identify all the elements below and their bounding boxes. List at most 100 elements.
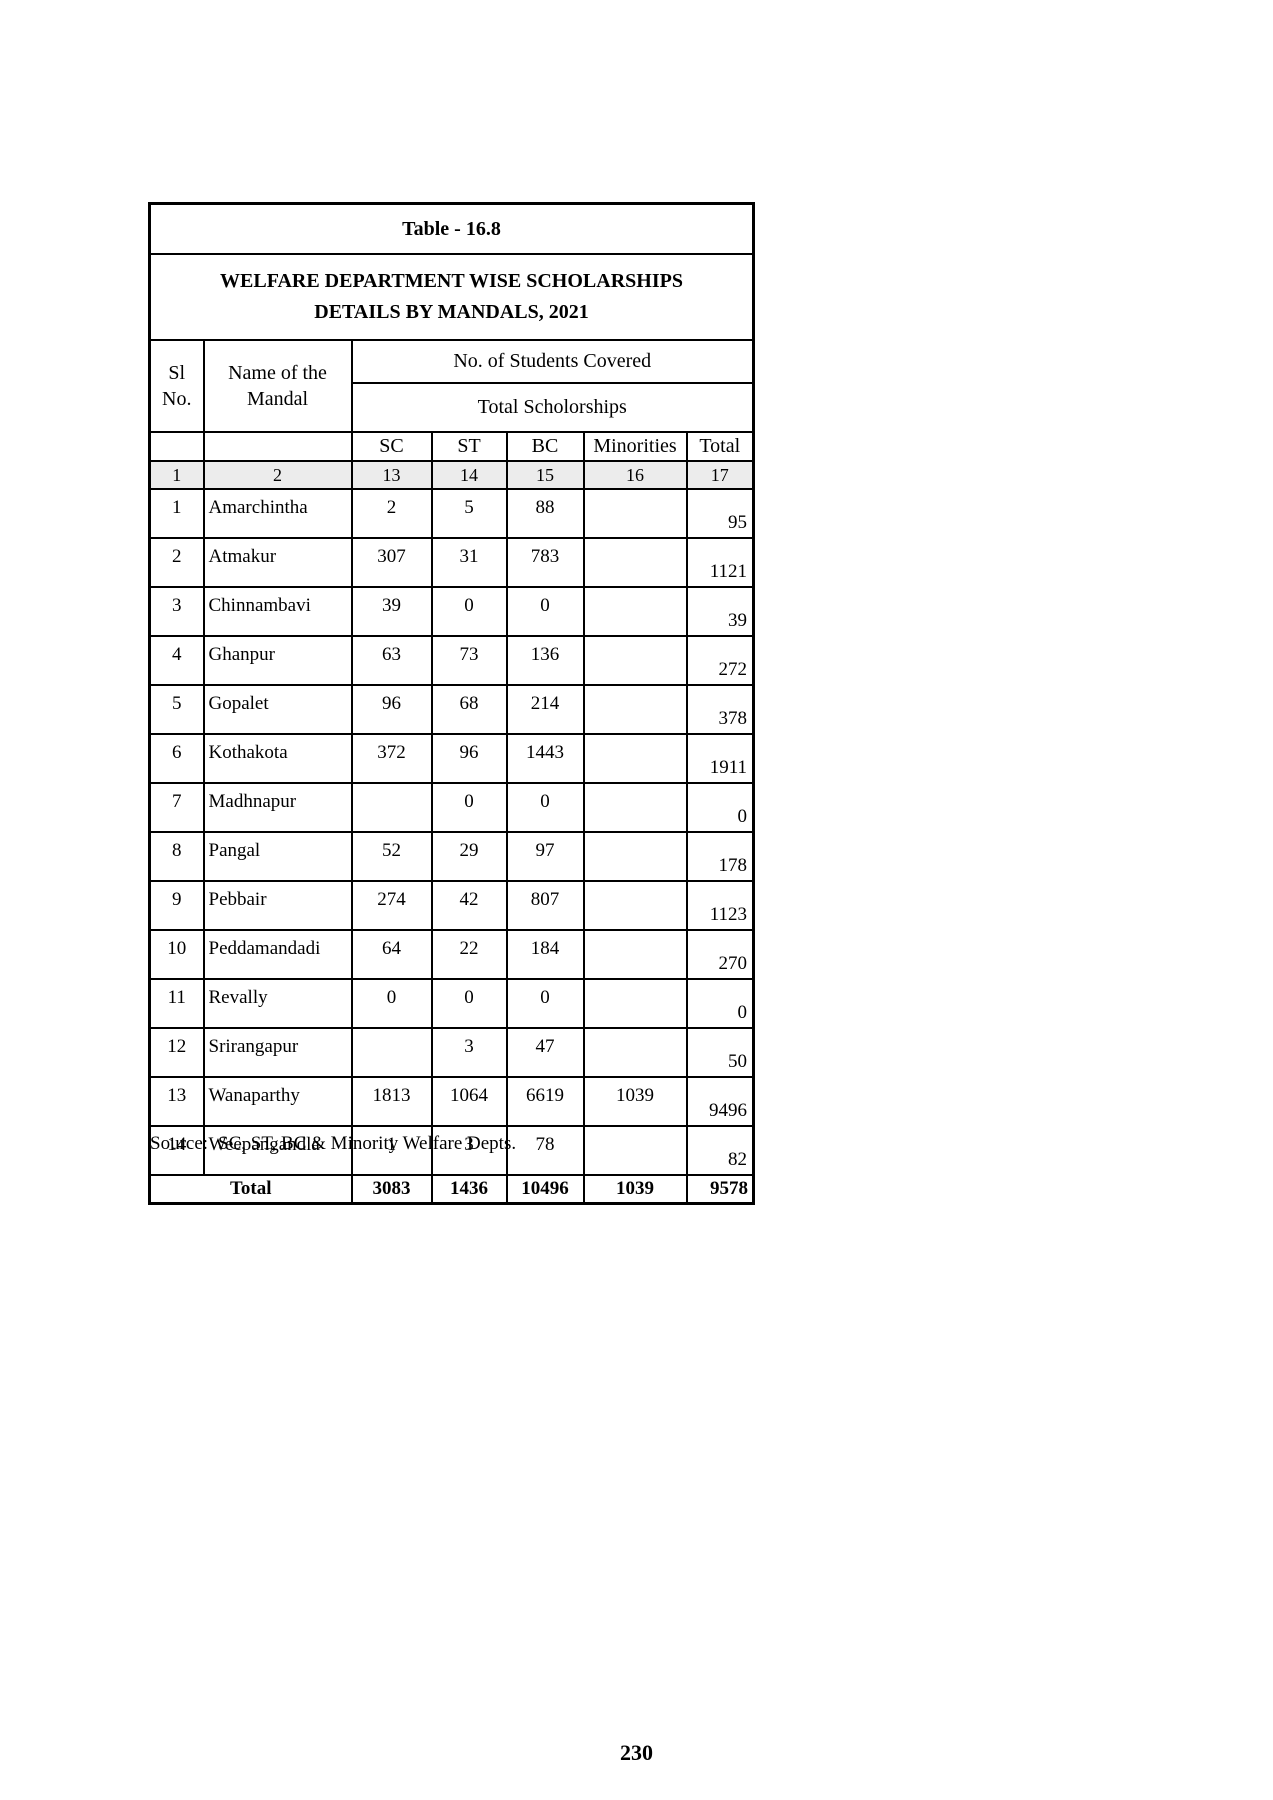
row-sl-no: 7 xyxy=(148,782,205,833)
row-sc-value: 1813 xyxy=(350,1076,433,1127)
table-row: 3 Chinnambavi 39 0 0 39 xyxy=(148,586,755,637)
row-sc-value: 64 xyxy=(350,929,433,980)
row-bc-value: 807 xyxy=(505,880,585,931)
row-sc-value: 372 xyxy=(350,733,433,784)
table-title-line1: WELFARE DEPARTMENT WISE SCHOLARSHIPS xyxy=(220,270,683,292)
header-total-scholarships: Total Scholorships xyxy=(350,382,755,433)
row-total-value: 9496 xyxy=(685,1076,755,1127)
row-st-value: 29 xyxy=(430,831,508,882)
column-number: 14 xyxy=(430,460,508,490)
total-sc-value: 3083 xyxy=(350,1174,433,1205)
row-sc-value: 63 xyxy=(350,635,433,686)
row-bc-value: 6619 xyxy=(505,1076,585,1127)
row-st-value: 3 xyxy=(430,1125,508,1176)
row-sc-value: 96 xyxy=(350,684,433,735)
column-number: 15 xyxy=(505,460,585,490)
table-row: 8 Pangal 52 29 97 178 xyxy=(148,831,755,882)
row-sc-value: 0 xyxy=(350,978,433,1029)
row-minorities-value xyxy=(582,733,688,784)
row-st-value: 0 xyxy=(430,978,508,1029)
header-col-st: ST xyxy=(430,431,508,462)
row-minorities-value xyxy=(582,880,688,931)
row-sl-no: 14 xyxy=(148,1125,205,1176)
row-sl-no: 2 xyxy=(148,537,205,588)
row-sl-no: 6 xyxy=(148,733,205,784)
row-sc-value: 2 xyxy=(350,488,433,539)
row-sl-no: 9 xyxy=(148,880,205,931)
row-bc-value: 47 xyxy=(505,1027,585,1078)
table-row: 13 Wanaparthy 1813 1064 6619 1039 9496 xyxy=(148,1076,755,1127)
row-minorities-value xyxy=(582,1027,688,1078)
row-mandal-name: Peddamandadi xyxy=(202,929,353,980)
row-sl-no: 12 xyxy=(148,1027,205,1078)
row-bc-value: 0 xyxy=(505,978,585,1029)
row-total-value: 272 xyxy=(685,635,755,686)
header-empty-name xyxy=(202,431,353,462)
header-mandal-name: Name of the Mandal xyxy=(202,339,353,433)
table-row: 5 Gopalet 96 68 214 378 xyxy=(148,684,755,735)
row-bc-value: 88 xyxy=(505,488,585,539)
row-mandal-name: Amarchintha xyxy=(202,488,353,539)
table-row: 9 Pebbair 274 42 807 1123 xyxy=(148,880,755,931)
total-st-value: 1436 xyxy=(430,1174,508,1205)
row-total-value: 95 xyxy=(685,488,755,539)
row-mandal-name: Pangal xyxy=(202,831,353,882)
row-mandal-name: Pebbair xyxy=(202,880,353,931)
row-minorities-value xyxy=(582,684,688,735)
row-st-value: 0 xyxy=(430,586,508,637)
column-number: 13 xyxy=(350,460,433,490)
row-mandal-name: Chinnambavi xyxy=(202,586,353,637)
row-sc-value: 307 xyxy=(350,537,433,588)
source-text: SC, ST, BC & Minority Welfare Depts. xyxy=(218,1133,517,1154)
table-row: 1 Amarchintha 2 5 88 95 xyxy=(148,488,755,539)
row-sc-value xyxy=(350,782,433,833)
header-col-minorities: Minorities xyxy=(582,431,688,462)
row-mandal-name: Madhnapur xyxy=(202,782,353,833)
row-minorities-value xyxy=(582,831,688,882)
row-total-value: 0 xyxy=(685,782,755,833)
row-mandal-name: Ghanpur xyxy=(202,635,353,686)
row-sl-no: 1 xyxy=(148,488,205,539)
row-sl-no: 11 xyxy=(148,978,205,1029)
row-sc-value xyxy=(350,1027,433,1078)
row-sc-value: 1 xyxy=(350,1125,433,1176)
row-st-value: 73 xyxy=(430,635,508,686)
row-minorities-value xyxy=(582,537,688,588)
total-row-label: Total xyxy=(148,1174,353,1205)
source-label: Source: xyxy=(150,1133,209,1154)
column-number: 16 xyxy=(582,460,688,490)
header-col-sc: SC xyxy=(350,431,433,462)
header-sl-no: Sl No. xyxy=(148,339,205,433)
row-total-value: 0 xyxy=(685,978,755,1029)
header-empty-sl xyxy=(148,431,205,462)
row-mandal-name: Weepangandla xyxy=(202,1125,353,1176)
total-grand-value: 9578 xyxy=(685,1174,755,1205)
header-students-covered: No. of Students Covered xyxy=(350,339,755,384)
row-bc-value: 184 xyxy=(505,929,585,980)
page-number: 230 xyxy=(620,1740,653,1765)
row-mandal-name: Revally xyxy=(202,978,353,1029)
row-st-value: 42 xyxy=(430,880,508,931)
row-total-value: 82 xyxy=(685,1125,755,1176)
row-bc-value: 214 xyxy=(505,684,585,735)
row-minorities-value xyxy=(582,586,688,637)
row-minorities-value: 1039 xyxy=(582,1076,688,1127)
row-sl-no: 8 xyxy=(148,831,205,882)
table-row: 11 Revally 0 0 0 0 xyxy=(148,978,755,1029)
row-sl-no: 13 xyxy=(148,1076,205,1127)
table-row: 14 Weepangandla 1 3 78 82 xyxy=(148,1125,755,1176)
row-bc-value: 97 xyxy=(505,831,585,882)
row-bc-value: 0 xyxy=(505,782,585,833)
row-minorities-value xyxy=(582,978,688,1029)
total-bc-value: 10496 xyxy=(505,1174,585,1205)
total-minorities-value: 1039 xyxy=(582,1174,688,1205)
row-total-value: 1123 xyxy=(685,880,755,931)
column-number: 2 xyxy=(202,460,353,490)
row-minorities-value xyxy=(582,1125,688,1176)
row-mandal-name: Srirangapur xyxy=(202,1027,353,1078)
row-st-value: 0 xyxy=(430,782,508,833)
row-minorities-value xyxy=(582,635,688,686)
row-sl-no: 3 xyxy=(148,586,205,637)
row-total-value: 50 xyxy=(685,1027,755,1078)
row-minorities-value xyxy=(582,782,688,833)
